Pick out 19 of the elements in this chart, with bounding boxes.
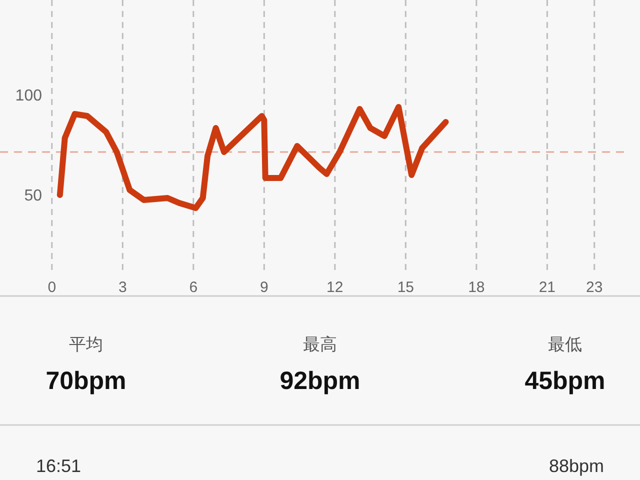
text: 45bpm xyxy=(524,367,606,395)
y-tick-label: 50 xyxy=(24,188,42,204)
x-tick-label: 6 xyxy=(189,279,198,296)
x-tick-label: 23 xyxy=(586,279,603,296)
text: 16:51 xyxy=(36,456,82,476)
x-tick-label: 12 xyxy=(326,279,344,296)
x-tick-label: 3 xyxy=(118,279,127,296)
x-tick-label: 18 xyxy=(468,279,485,296)
text: 88bpm xyxy=(548,456,604,476)
x-tick-label: 0 xyxy=(48,279,56,296)
x-tick-label: 9 xyxy=(260,279,268,296)
text: 最高 xyxy=(303,335,337,354)
text: 最低 xyxy=(548,335,582,354)
y-tick-label: 100 xyxy=(15,88,42,104)
x-tick-label: 21 xyxy=(538,279,556,296)
text: 70bpm xyxy=(46,367,126,395)
text: 92bpm xyxy=(280,367,360,395)
text: 平均 xyxy=(69,335,103,354)
x-tick-label: 15 xyxy=(397,279,414,296)
